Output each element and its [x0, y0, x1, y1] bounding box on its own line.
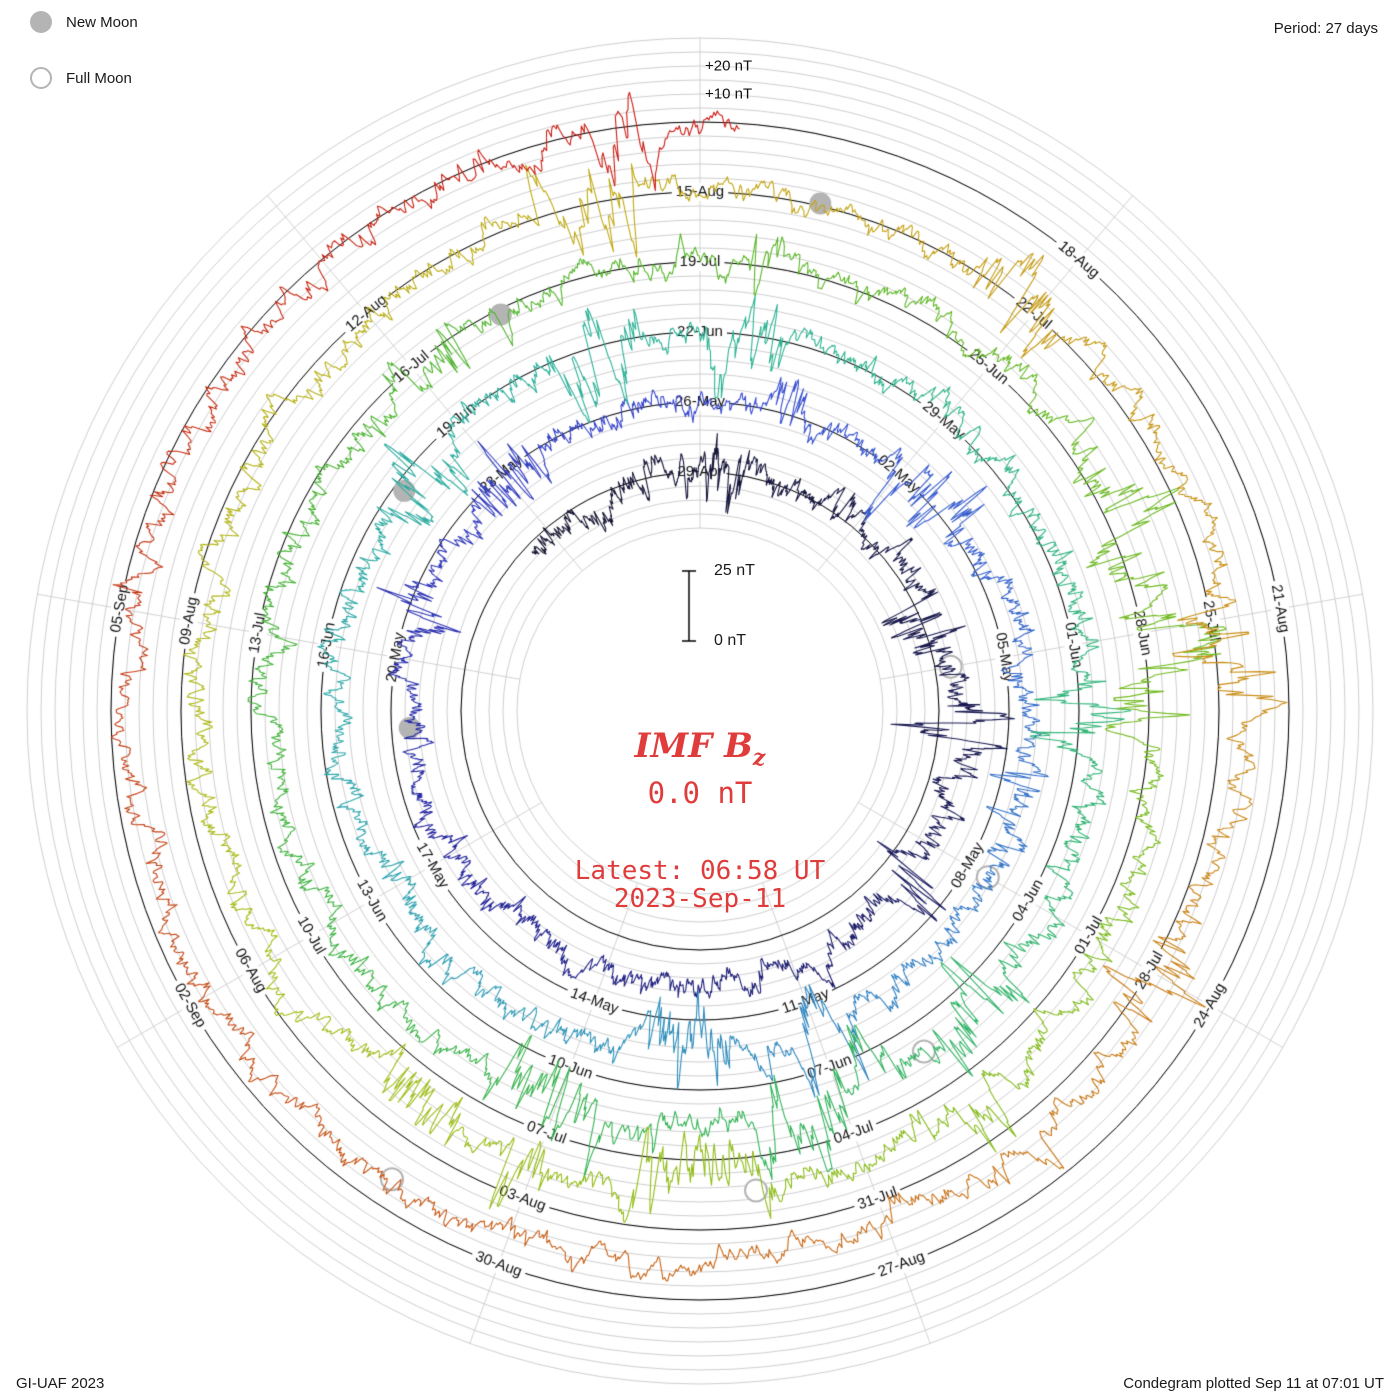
new-moon-label: New Moon — [66, 13, 138, 31]
imf-title-text: IMF B — [634, 726, 753, 766]
credit-label: GI-UAF 2023 — [16, 1375, 105, 1392]
imf-bz-title: IMF Bz — [0, 726, 1400, 771]
latest-time: Latest: 06:58 UT — [574, 856, 826, 886]
full-moon-label: Full Moon — [66, 69, 132, 87]
period-label: Period: 27 days — [1273, 20, 1378, 37]
scale-plus10-label: +10 nT — [705, 85, 753, 103]
legend-row-full-moon: Full Moon — [30, 64, 138, 92]
full-moon-icon — [30, 67, 52, 89]
plotted-timestamp-label: Condegram plotted Sep 11 at 07:01 UT — [1123, 1375, 1384, 1392]
moon-legend: New Moon Full Moon — [30, 8, 138, 120]
scalebar-bottom-label: 0 nT — [714, 632, 747, 649]
imf-title-subscript: z — [752, 744, 766, 771]
imf-current-value: 0.0 nT — [647, 776, 753, 810]
latest-date: 2023-Sep-11 — [613, 884, 787, 914]
scale-plus20-label: +20 nT — [705, 57, 753, 75]
new-moon-icon — [30, 11, 52, 33]
scalebar-top-label: 25 nT — [714, 562, 755, 579]
legend-row-new-moon: New Moon — [30, 8, 138, 36]
